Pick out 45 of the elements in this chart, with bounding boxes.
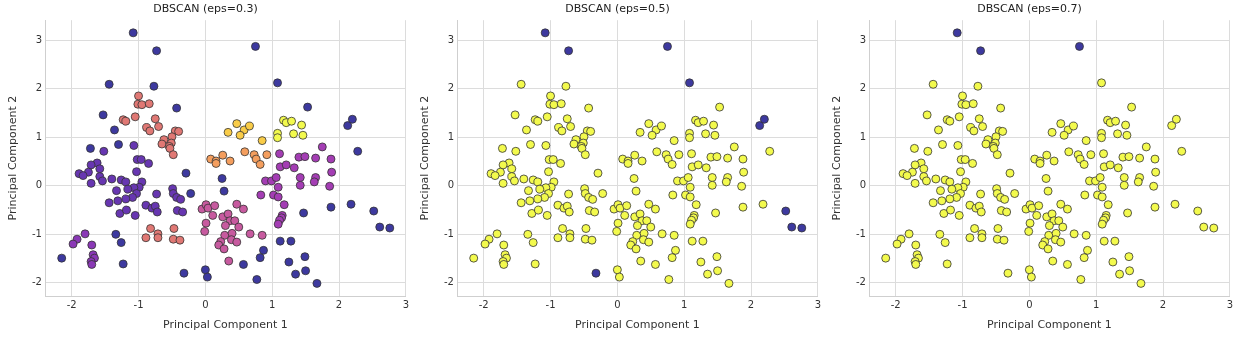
- x-tick-label: 1: [680, 298, 688, 310]
- x-tick-label: 0: [614, 298, 621, 310]
- y-tick-label: -2: [32, 276, 42, 288]
- y-tick-label: 0: [35, 179, 42, 191]
- y-tick-label: 2: [859, 82, 866, 94]
- x-tick-label: -2: [478, 298, 489, 310]
- x-tick-label: 2: [335, 298, 343, 310]
- chart-title: DBSCAN (eps=0.7): [977, 2, 1082, 16]
- chart-title: DBSCAN (eps=0.5): [565, 2, 670, 16]
- x-tick-label: -1: [545, 298, 556, 310]
- x-tick-label: 0: [202, 298, 209, 310]
- x-tick-label: -1: [957, 298, 968, 310]
- y-tick-label: -2: [444, 276, 454, 288]
- x-axis-title: Principal Component 1: [163, 318, 288, 332]
- y-tick-label: 3: [35, 33, 42, 45]
- x-tick-label: -2: [66, 298, 77, 310]
- x-tick-label: 2: [747, 298, 755, 310]
- y-tick-label: -2: [856, 276, 866, 288]
- x-tick-label: -1: [133, 298, 144, 310]
- y-tick-label: 3: [859, 33, 866, 45]
- y-tick-label: 1: [447, 130, 454, 142]
- x-tick-label: 2: [1159, 298, 1167, 310]
- x-tick-label: 3: [402, 298, 410, 310]
- chart-title: DBSCAN (eps=0.3): [153, 2, 258, 16]
- x-tick-label: 1: [268, 298, 276, 310]
- y-axis-title: Principal Component 2: [6, 95, 20, 221]
- y-tick-label: -1: [32, 227, 42, 239]
- y-tick-label: 1: [859, 130, 866, 142]
- y-tick-label: 3: [447, 33, 454, 45]
- y-tick-label: 1: [35, 130, 42, 142]
- y-tick-label: 2: [447, 82, 454, 94]
- y-tick-label: 2: [35, 82, 42, 94]
- y-tick-label: -1: [444, 227, 454, 239]
- y-axis-title: Principal Component 2: [830, 95, 844, 221]
- y-tick-label: -1: [856, 227, 866, 239]
- x-axis-title: Principal Component 1: [575, 318, 700, 332]
- x-tick-label: 3: [1226, 298, 1234, 310]
- x-axis-title: Principal Component 1: [987, 318, 1112, 332]
- x-tick-label: 3: [814, 298, 822, 310]
- x-tick-label: 0: [1026, 298, 1033, 310]
- x-tick-label: 1: [1092, 298, 1100, 310]
- x-tick-label: -2: [890, 298, 901, 310]
- y-tick-label: 0: [859, 179, 866, 191]
- y-tick-label: 0: [447, 179, 454, 191]
- y-axis-title: Principal Component 2: [418, 95, 432, 221]
